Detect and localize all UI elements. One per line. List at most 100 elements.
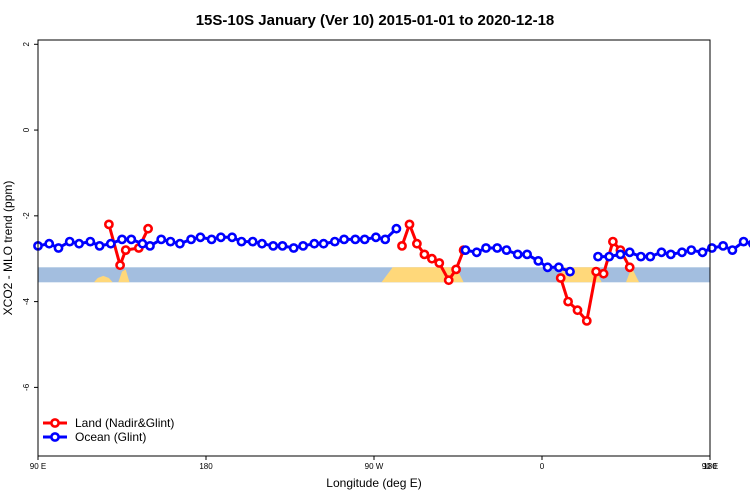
data-point bbox=[718, 240, 728, 251]
data-point bbox=[318, 238, 329, 249]
x-tick-label: 0 bbox=[540, 462, 545, 471]
data-point bbox=[512, 249, 523, 260]
background-band bbox=[38, 267, 710, 283]
legend: Land (Nadir&Glint)Ocean (Glint) bbox=[43, 416, 174, 444]
data-point bbox=[604, 251, 615, 262]
data-point bbox=[126, 234, 137, 245]
x-axis-label: Longitude (deg E) bbox=[326, 476, 421, 490]
data-point bbox=[145, 240, 155, 251]
series-ocean bbox=[33, 223, 750, 277]
data-point bbox=[404, 219, 415, 230]
data-point bbox=[565, 266, 575, 277]
data-point bbox=[481, 243, 491, 253]
data-point bbox=[370, 232, 381, 243]
data-point bbox=[738, 236, 749, 247]
land-area bbox=[118, 269, 130, 283]
data-point bbox=[492, 243, 503, 253]
data-point bbox=[186, 234, 196, 245]
data-point bbox=[206, 234, 217, 245]
y-tick-label: -4 bbox=[22, 298, 31, 306]
data-point bbox=[419, 249, 430, 260]
data-point bbox=[697, 247, 708, 258]
data-point bbox=[120, 245, 131, 255]
data-point bbox=[645, 251, 656, 262]
data-point bbox=[391, 223, 402, 234]
data-point bbox=[137, 238, 148, 249]
data-point bbox=[443, 275, 454, 286]
data-point bbox=[156, 234, 167, 245]
series-land bbox=[104, 219, 635, 326]
data-point bbox=[227, 232, 237, 243]
data-point bbox=[533, 255, 544, 266]
data-point bbox=[563, 296, 573, 307]
data-point bbox=[268, 240, 279, 251]
data-point bbox=[339, 234, 349, 245]
data-point bbox=[581, 315, 592, 326]
data-point bbox=[143, 223, 153, 234]
data-point bbox=[522, 249, 532, 260]
data-point bbox=[44, 238, 55, 249]
data-point bbox=[624, 262, 635, 273]
data-point bbox=[236, 236, 247, 247]
data-point bbox=[553, 262, 564, 273]
data-point bbox=[593, 251, 603, 262]
x-tick-label: 180 bbox=[703, 462, 717, 471]
data-point bbox=[411, 238, 422, 249]
data-point bbox=[257, 238, 267, 249]
data-point bbox=[165, 236, 176, 247]
data-point bbox=[53, 243, 64, 253]
x-tick-label: 90 W bbox=[365, 462, 384, 471]
data-point bbox=[104, 219, 114, 230]
data-point bbox=[94, 240, 105, 251]
y-axis: 2 0 -2 -4 -6 bbox=[22, 42, 38, 391]
legend-entry: Land (Nadir&Glint) bbox=[43, 416, 174, 430]
series-layer bbox=[33, 219, 750, 326]
data-point bbox=[288, 243, 299, 253]
legend-label: Land (Nadir&Glint) bbox=[75, 416, 174, 430]
y-tick-label: 0 bbox=[22, 127, 31, 132]
data-point bbox=[195, 232, 206, 243]
data-point bbox=[542, 262, 553, 273]
data-point bbox=[471, 247, 482, 258]
data-point bbox=[656, 247, 667, 258]
y-axis-label: XCO2 - MLO trend (ppm) bbox=[1, 181, 15, 316]
legend-label: Ocean (Glint) bbox=[75, 430, 146, 444]
land-area bbox=[626, 267, 640, 283]
y-tick-label: -2 bbox=[22, 212, 31, 220]
data-point bbox=[359, 234, 370, 245]
data-point bbox=[117, 234, 127, 245]
data-point bbox=[677, 247, 687, 258]
data-point bbox=[74, 238, 84, 249]
data-point bbox=[434, 258, 445, 268]
ocean-band bbox=[38, 267, 710, 283]
x-tick-label: 180 bbox=[199, 462, 213, 471]
data-point bbox=[247, 236, 258, 247]
data-point bbox=[555, 273, 566, 283]
x-tick-label: 90 E bbox=[30, 462, 46, 471]
data-point bbox=[727, 245, 738, 255]
data-point bbox=[174, 238, 185, 249]
data-point bbox=[309, 238, 320, 249]
data-point bbox=[615, 249, 626, 260]
data-point bbox=[501, 245, 512, 255]
data-point bbox=[624, 247, 635, 258]
data-point bbox=[64, 236, 75, 247]
data-point bbox=[215, 232, 226, 243]
data-point bbox=[277, 240, 288, 251]
data-point bbox=[572, 305, 583, 316]
data-point bbox=[426, 253, 437, 264]
data-point bbox=[85, 236, 96, 247]
legend-marker bbox=[50, 418, 60, 428]
data-point bbox=[397, 240, 407, 251]
x-tick-label: 90 E bbox=[702, 462, 718, 471]
data-point bbox=[298, 240, 308, 251]
land-area bbox=[94, 275, 113, 283]
y-tick-label: -6 bbox=[22, 383, 31, 391]
data-point bbox=[591, 266, 601, 277]
legend-marker bbox=[50, 432, 60, 442]
legend-entry: Ocean (Glint) bbox=[43, 430, 146, 444]
data-point bbox=[451, 264, 461, 275]
data-point bbox=[115, 260, 125, 271]
